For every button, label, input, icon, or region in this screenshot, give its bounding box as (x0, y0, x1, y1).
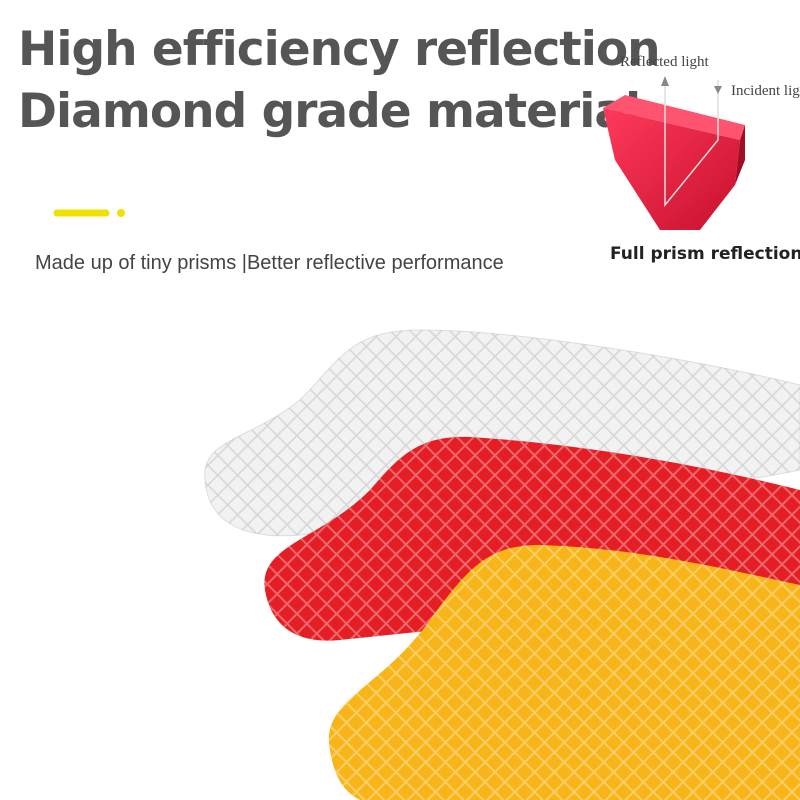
title-line: High efficiency reflection (18, 22, 660, 77)
light-path (664, 80, 719, 208)
prism-side (735, 125, 745, 185)
arrow (714, 86, 722, 94)
prism-diagram: Reflected light Incident ligh Full prism… (603, 54, 800, 264)
prism-body (603, 108, 740, 230)
title-line: Diamond grade material (18, 84, 640, 139)
product-image (204, 329, 800, 800)
diagram-label: Incident ligh (731, 83, 800, 99)
diagram-caption: Full prism reflection (610, 244, 800, 264)
prism-top (603, 95, 745, 140)
subtitle: Made up of tiny prisms |Better reflectiv… (35, 252, 504, 274)
arrow (661, 76, 669, 86)
accent-dot (117, 209, 125, 217)
yellow-pattern (328, 545, 800, 800)
diagram-label: Reflected light (620, 54, 710, 70)
